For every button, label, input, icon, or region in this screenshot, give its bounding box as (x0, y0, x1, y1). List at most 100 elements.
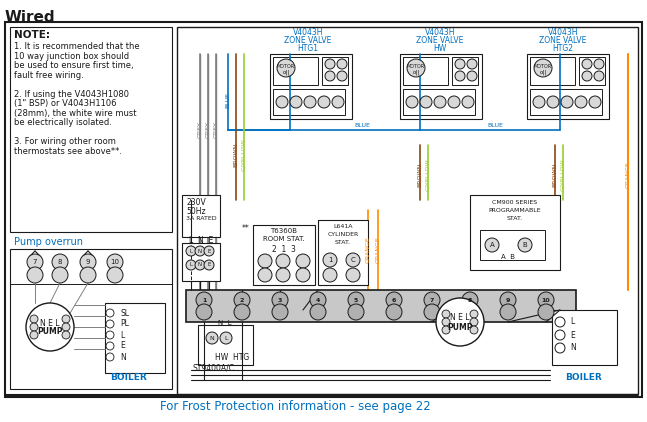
Circle shape (30, 331, 38, 339)
Circle shape (470, 326, 478, 334)
Circle shape (467, 59, 477, 69)
Circle shape (561, 96, 573, 108)
Text: E: E (207, 249, 211, 254)
Text: E: E (207, 262, 211, 268)
Text: SL: SL (120, 308, 129, 317)
Text: 1: 1 (202, 298, 206, 303)
Text: V4043H: V4043H (292, 27, 324, 36)
Text: BROWN: BROWN (417, 163, 422, 187)
Circle shape (442, 318, 450, 326)
Text: N: N (210, 335, 214, 341)
Text: N E L: N E L (450, 313, 470, 322)
Text: G/YELLOW: G/YELLOW (560, 159, 565, 191)
Circle shape (107, 254, 123, 270)
Text: N: N (120, 352, 126, 362)
Text: BLUE: BLUE (487, 122, 503, 127)
Circle shape (52, 267, 68, 283)
Text: 50Hz: 50Hz (186, 207, 206, 216)
Text: HTG1: HTG1 (298, 43, 318, 52)
Circle shape (594, 59, 604, 69)
Circle shape (186, 246, 196, 256)
Text: **: ** (241, 224, 249, 233)
Circle shape (206, 332, 218, 344)
Circle shape (186, 260, 196, 270)
Text: 230V: 230V (186, 198, 206, 207)
Text: CM900 SERIES: CM900 SERIES (492, 200, 538, 205)
Text: V4043H: V4043H (424, 27, 455, 36)
Bar (270, 54, 352, 119)
Circle shape (575, 96, 587, 108)
Bar (403, 89, 475, 115)
Text: GREY: GREY (214, 122, 219, 138)
Circle shape (276, 268, 290, 282)
Text: G/YELLOW: G/YELLOW (426, 159, 430, 191)
Circle shape (195, 246, 205, 256)
Bar (530, 57, 575, 85)
Bar (527, 54, 609, 119)
Circle shape (500, 292, 516, 308)
Text: ZONE VALVE: ZONE VALVE (540, 35, 587, 44)
Circle shape (407, 59, 425, 77)
Text: 8: 8 (468, 298, 472, 303)
Text: GREY: GREY (206, 122, 210, 138)
Circle shape (234, 304, 250, 320)
Circle shape (332, 96, 344, 108)
Circle shape (107, 267, 123, 283)
Text: T6360B: T6360B (270, 228, 298, 234)
Bar (273, 57, 318, 85)
Circle shape (424, 304, 440, 320)
Text: NOTE:: NOTE: (14, 30, 50, 40)
Circle shape (30, 323, 38, 331)
Bar (530, 89, 602, 115)
Bar (177, 27, 638, 394)
Text: (28mm), the white wire must: (28mm), the white wire must (14, 108, 137, 117)
Circle shape (348, 304, 364, 320)
Text: E: E (120, 341, 125, 351)
Circle shape (276, 96, 288, 108)
Text: ST9400A/C: ST9400A/C (192, 363, 234, 373)
Bar (480, 230, 545, 260)
Circle shape (462, 96, 474, 108)
Text: N  L: N L (218, 320, 232, 326)
Text: L: L (120, 330, 124, 340)
Circle shape (518, 238, 532, 252)
Text: BLUE: BLUE (354, 122, 370, 127)
Circle shape (467, 71, 477, 81)
Circle shape (234, 292, 250, 308)
Text: C: C (351, 257, 355, 263)
Bar (10, 27, 172, 232)
Circle shape (52, 254, 68, 270)
Circle shape (325, 71, 335, 81)
Bar (186, 290, 576, 322)
Text: For Frost Protection information - see page 22: For Frost Protection information - see p… (160, 400, 430, 413)
Text: Pump overrun: Pump overrun (14, 237, 83, 247)
Text: 7: 7 (33, 259, 38, 265)
Circle shape (442, 310, 450, 318)
Text: PL: PL (120, 319, 129, 328)
Text: 1: 1 (328, 257, 333, 263)
Circle shape (346, 253, 360, 267)
Circle shape (323, 253, 337, 267)
Text: ORANGE: ORANGE (626, 162, 630, 188)
Circle shape (538, 304, 554, 320)
Circle shape (258, 268, 272, 282)
Text: ZONE VALVE: ZONE VALVE (284, 35, 332, 44)
Circle shape (220, 332, 232, 344)
Text: 9: 9 (506, 298, 510, 303)
Text: 10 way junction box should: 10 way junction box should (14, 51, 129, 60)
Text: HW: HW (433, 43, 446, 52)
Circle shape (80, 254, 96, 270)
Text: o||: o|| (540, 69, 547, 75)
Circle shape (455, 59, 465, 69)
Text: 2  1  3: 2 1 3 (272, 244, 296, 254)
Text: HW  HTG: HW HTG (215, 354, 249, 362)
Bar (182, 243, 220, 281)
Circle shape (323, 268, 337, 282)
Bar (318, 220, 368, 285)
Text: thermostats see above**.: thermostats see above**. (14, 146, 122, 155)
Bar (552, 310, 617, 365)
Circle shape (434, 96, 446, 108)
Text: 7: 7 (430, 298, 434, 303)
Circle shape (386, 292, 402, 308)
Circle shape (296, 268, 310, 282)
